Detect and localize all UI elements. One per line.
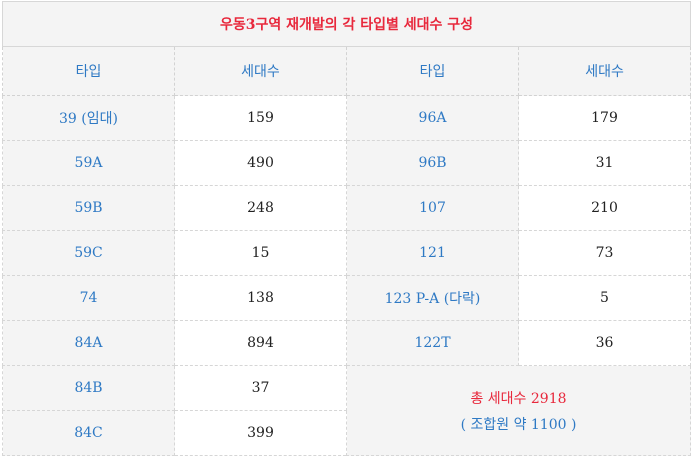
table-row: 84C 399 — [2, 410, 691, 456]
header-type-left: 타입 — [2, 46, 175, 96]
type-cell: 74 — [2, 275, 175, 321]
table-row: 59C 15 121 73 — [2, 230, 692, 276]
count-cell: 159 — [174, 95, 347, 141]
count-cell: 5 — [517, 275, 692, 321]
count-cell: 894 — [174, 320, 347, 366]
count-cell: 36 — [517, 320, 692, 366]
type-cell: 84B — [2, 365, 175, 411]
type-cell: 59A — [2, 140, 175, 186]
type-cell: 59C — [2, 230, 175, 276]
total-summary-cell: 총 세대수 2918 ( 조합원 약 1100 ) — [345, 365, 692, 456]
table-row: 84B 37 총 세대수 2918 ( 조합원 약 1100 ) — [2, 365, 692, 456]
table-title: 우동3구역 재개발의 각 타입별 세대수 구성 — [1, 1, 692, 47]
header-row: 타입 세대수 타입 세대수 — [2, 46, 692, 96]
type-cell: 59B — [2, 185, 175, 231]
type-cell: 107 — [346, 185, 519, 231]
count-cell: 37 — [174, 365, 347, 411]
type-cell: 121 — [346, 230, 519, 276]
count-cell: 15 — [174, 230, 347, 276]
count-cell: 248 — [174, 185, 347, 231]
header-count-right: 세대수 — [517, 46, 692, 96]
type-cell: 96A — [346, 95, 519, 141]
count-cell: 490 — [174, 140, 347, 186]
count-cell: 138 — [174, 275, 347, 321]
header-count-left: 세대수 — [174, 46, 347, 96]
type-cell: 39 (임대) — [2, 95, 175, 141]
count-cell: 31 — [517, 140, 692, 186]
total-units-text: 총 세대수 2918 — [470, 390, 567, 407]
table-row: 74 138 123 P-A (다락) 5 — [2, 275, 692, 321]
count-cell: 399 — [174, 410, 347, 456]
table-row: 59A 490 96B 31 — [2, 140, 692, 186]
type-cell: 84A — [2, 320, 175, 366]
header-type-right: 타입 — [346, 46, 519, 96]
count-cell: 73 — [517, 230, 692, 276]
table-row: 84A 894 122T 36 — [2, 320, 692, 366]
count-cell: 179 — [517, 95, 692, 141]
type-cell: 84C — [2, 410, 175, 456]
table-row: 59B 248 107 210 — [2, 185, 692, 231]
count-cell: 210 — [517, 185, 692, 231]
union-members-text: ( 조합원 약 1100 ) — [460, 416, 577, 433]
type-cell: 123 P-A (다락) — [346, 275, 519, 321]
type-cell: 122T — [346, 320, 519, 366]
type-cell: 96B — [346, 140, 519, 186]
table-row: 39 (임대) 159 96A 179 — [2, 95, 692, 141]
